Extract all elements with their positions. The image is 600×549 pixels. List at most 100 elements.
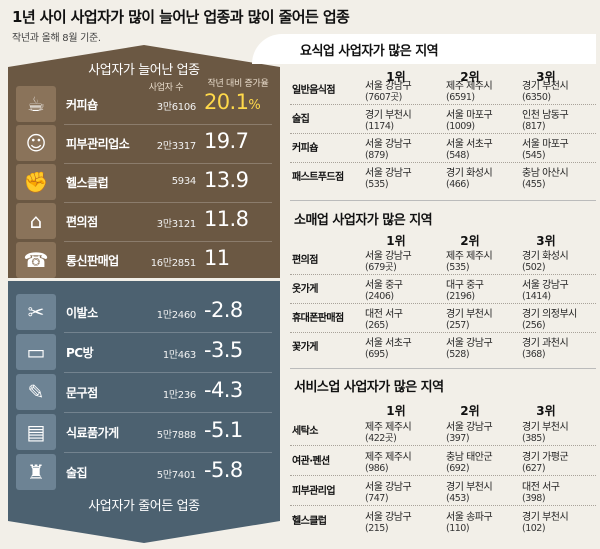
decline-rate: -2.8 xyxy=(204,298,243,322)
rank-cell: 서울 강남구 (528) xyxy=(446,338,493,360)
rank-header-2: 2위 xyxy=(460,70,480,84)
row-divider xyxy=(290,505,596,506)
increased-panel-title: 사업자가 늘어난 업종 xyxy=(88,63,200,78)
decline-rate: -5.1 xyxy=(204,418,243,442)
category-label: 휴대폰판매점 xyxy=(292,313,344,324)
growth-rate: 11.8 xyxy=(204,207,249,231)
rank-cell: 제주 제주시 (422곳) xyxy=(365,422,412,444)
increased-panel: 사업자가 늘어난 업종 사업자 수 작년 대비 증가율 ☕ 커피숍 3만6106… xyxy=(8,45,280,278)
rank-header-1: 1위 xyxy=(386,234,406,248)
rank-cell: 서울 강남구 (397) xyxy=(446,422,493,444)
growth-rate: 20.1% xyxy=(204,90,261,114)
business-count: 5934 xyxy=(171,176,197,187)
business-name: 통신판매업 xyxy=(66,254,119,268)
rank-header-2: 2위 xyxy=(460,234,480,248)
increased-row: ☎ 통신판매업 16만2851 11 xyxy=(8,241,280,278)
rank-cell: 서울 강남구 (879) xyxy=(365,139,412,161)
rank-cell: 충남 태안군 (692) xyxy=(446,452,493,474)
rank-cell: 서울 강남구 (535) xyxy=(365,168,412,190)
growth-rate: 11 xyxy=(204,246,230,270)
business-count: 1만236 xyxy=(162,390,196,401)
rate-column-header: 작년 대비 증가율 xyxy=(207,79,269,89)
business-name: 편의점 xyxy=(66,215,98,229)
section-divider xyxy=(290,368,596,369)
decreased-row: ▤ 식료품가게 5만7888 -5.1 xyxy=(8,413,280,453)
coffee-cup-icon: ☕ xyxy=(16,86,56,122)
rank-cell: 경기 가평군 (627) xyxy=(522,452,569,474)
category-label: 옷가게 xyxy=(292,284,318,295)
row-divider xyxy=(64,163,272,164)
category-label: 커피숍 xyxy=(292,143,318,154)
business-name: 피부관리업소 xyxy=(66,137,130,151)
business-name: 헬스클럽 xyxy=(66,176,109,190)
section-title-service: 서비스업 사업자가 많은 지역 xyxy=(294,380,444,395)
rank-cell: 충남 아산시 (455) xyxy=(522,168,569,190)
category-label: 술집 xyxy=(292,114,310,125)
decreased-row: ♜ 술집 5만7401 -5.8 xyxy=(8,453,280,493)
decreased-panel-title: 사업자가 줄어든 업종 xyxy=(88,499,200,514)
category-label: 헬스클럽 xyxy=(292,516,327,527)
business-count: 16만2851 xyxy=(150,258,197,269)
section-title-retail: 소매업 사업자가 많은 지역 xyxy=(294,213,433,228)
bottle-icon: ♜ xyxy=(16,454,56,490)
rank-cell: 제주 제주시 (6591) xyxy=(446,81,493,103)
decline-rate: -4.3 xyxy=(204,378,243,402)
page-subtitle: 작년과 올해 8월 기준. xyxy=(12,33,101,44)
business-name: 커피숍 xyxy=(66,98,98,112)
category-label: 여관·펜션 xyxy=(292,456,330,467)
row-divider xyxy=(290,162,596,163)
decreased-row: ✂ 이발소 1만2460 -2.8 xyxy=(8,293,280,333)
rank-cell: 경기 부천시 (102) xyxy=(522,512,569,534)
business-name: 술집 xyxy=(66,466,88,480)
row-divider xyxy=(290,332,596,333)
category-label: 세탁소 xyxy=(292,426,318,437)
rank-cell: 서울 강남구 (7607곳) xyxy=(365,81,412,103)
decreased-panel: ✂ 이발소 1만2460 -2.8 ▭ PC방 1만463 -3.5 ✎ 문구점… xyxy=(8,281,280,543)
rank-cell: 제주 제주시 (535) xyxy=(446,251,493,273)
rank-header-3: 3위 xyxy=(536,234,556,248)
decline-rate: -3.5 xyxy=(204,338,243,362)
store-counter-icon: ⌂ xyxy=(16,203,56,239)
row-divider xyxy=(64,332,272,333)
business-name: PC방 xyxy=(66,346,94,360)
decline-rate: -5.8 xyxy=(204,458,243,482)
rank-cell: 서울 강남구 (215) xyxy=(365,512,412,534)
row-divider xyxy=(290,274,596,275)
growth-rate: 19.7 xyxy=(204,129,249,153)
row-divider xyxy=(290,133,596,134)
row-divider xyxy=(290,475,596,476)
row-divider xyxy=(64,241,272,242)
dumbbell-icon: ✊ xyxy=(16,164,56,200)
rank-header-3: 3위 xyxy=(536,70,556,84)
row-divider xyxy=(64,372,272,373)
rank-header-1: 1위 xyxy=(386,404,406,418)
section-header-shape xyxy=(252,34,596,64)
rank-cell: 서울 강남구 (747) xyxy=(365,482,412,504)
row-divider xyxy=(290,104,596,105)
rank-cell: 경기 과천시 (368) xyxy=(522,338,569,360)
business-count: 2만3317 xyxy=(156,141,197,152)
business-count: 1만463 xyxy=(162,350,196,361)
rank-cell: 경기 화성시 (502) xyxy=(522,251,569,273)
rank-cell: 서울 마포구 (545) xyxy=(522,139,569,161)
rank-cell: 경기 부천시 (385) xyxy=(522,422,569,444)
rank-header-3: 3위 xyxy=(536,404,556,418)
category-label: 꽃가게 xyxy=(292,342,318,353)
rank-cell: 제주 제주시 (986) xyxy=(365,452,412,474)
increased-row: ✊ 헬스클럽 5934 13.9 xyxy=(8,163,280,203)
section-title-food: 요식업 사업자가 많은 지역 xyxy=(300,44,439,59)
rank-cell: 서울 강남구 (1414) xyxy=(522,280,569,302)
section-divider xyxy=(290,200,596,201)
business-name: 문구점 xyxy=(66,386,98,400)
scissors-icon: ✂ xyxy=(16,294,56,330)
decreased-row: ✎ 문구점 1만236 -4.3 xyxy=(8,373,280,413)
skin-care-icon: ☺ xyxy=(16,125,56,161)
rank-cell: 서울 서초구 (548) xyxy=(446,139,493,161)
business-name: 식료품가게 xyxy=(66,426,119,440)
count-column-header: 사업자 수 xyxy=(148,83,184,93)
rank-cell: 서울 서초구 (695) xyxy=(365,338,412,360)
rank-cell: 서울 중구 (2406) xyxy=(365,280,403,302)
row-divider xyxy=(64,412,272,413)
business-count: 3만6106 xyxy=(156,102,197,113)
rank-cell: 경기 부천시 (257) xyxy=(446,309,493,331)
